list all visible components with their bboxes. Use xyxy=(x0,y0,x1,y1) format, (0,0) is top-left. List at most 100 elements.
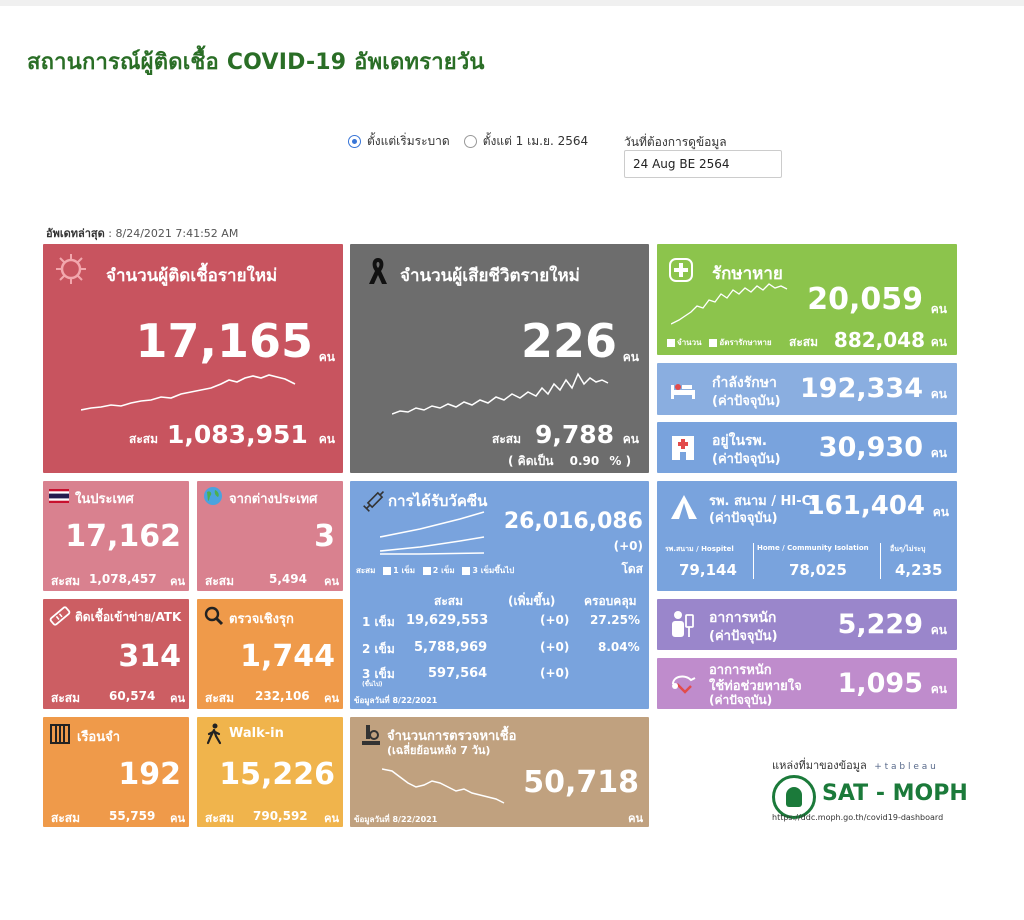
in-hospital-value: 30,930 xyxy=(818,432,923,463)
prison-title: เรือนจำ xyxy=(77,730,121,745)
dose-total: 5,788,969 xyxy=(414,640,488,655)
vaccine-as-of: ข้อมูลวันที่ 8/22/2021 xyxy=(354,696,438,705)
recovered-trend-chart xyxy=(671,280,791,326)
atk-value: 314 xyxy=(118,639,181,674)
divider xyxy=(753,543,754,579)
radio-since-april[interactable]: ตั้งแต่ 1 เม.ย. 2564 xyxy=(463,132,588,151)
tableau-logo: + t a b l e a u xyxy=(874,762,936,772)
dose-coverage: 27.25% xyxy=(590,613,640,627)
walkin-card[interactable]: Walk-in 15,226 สะสม 790,592 คน xyxy=(197,717,343,827)
date-label: วันที่ต้องการดูข้อมูล xyxy=(624,135,727,149)
recovered-cumulative: 882,048 xyxy=(833,328,925,352)
legend-dose2: 2 เข็ม xyxy=(432,566,455,575)
cumulative-label: สะสม xyxy=(129,432,159,446)
severe-subtitle: (ค่าปัจจุบัน) xyxy=(709,629,778,644)
domestic-card[interactable]: ในประเทศ 17,162 สะสม 1,078,457 คน xyxy=(43,481,189,591)
new-cases-card[interactable]: จำนวนผู้ติดเชื้อรายใหม่ 17,165 คน สะสม 1… xyxy=(43,244,343,473)
unit-label: คน xyxy=(324,812,339,825)
globe-icon xyxy=(203,486,223,506)
radio-unselected-icon[interactable] xyxy=(463,135,477,148)
unit-label: คน xyxy=(628,812,643,825)
treating-card[interactable]: กำลังรักษา (ค่าปัจจุบัน) 192,334 คน xyxy=(657,363,957,415)
prison-bars-icon xyxy=(50,724,70,744)
tent-icon xyxy=(669,493,699,521)
last-updated: อัพเดทล่าสุด : 8/24/2021 7:41:52 AM xyxy=(46,224,238,242)
data-source-label: แหล่งที่มาของข้อมูล xyxy=(772,759,867,772)
hospital-bed-icon xyxy=(669,375,697,403)
cumulative-label: สะสม xyxy=(789,335,819,349)
new-cases-title: จำนวนผู้ติดเชื้อรายใหม่ xyxy=(106,266,278,286)
vaccine-legend: สะสม 1 เข็ม 2 เข็ม 3 เข็มขึ้นไป xyxy=(356,564,514,577)
dose-label: 3 เข็ม xyxy=(362,667,395,681)
recovered-card[interactable]: รักษาหาย 20,059 คน จำนวน อัตรารักษาหาย ส… xyxy=(657,244,957,355)
vaccine-header-coverage: ครอบคลุม xyxy=(584,594,637,608)
radio-selected-icon[interactable] xyxy=(348,135,361,148)
radio-since-outbreak[interactable]: ตั้งแต่เริ่มระบาด xyxy=(348,132,450,151)
field-hospital-subtitle: (ค่าปัจจุบัน) xyxy=(709,511,778,526)
unit-label: คน xyxy=(170,812,185,825)
legend-swatch xyxy=(383,566,392,575)
vaccine-header-total: สะสม xyxy=(434,594,464,608)
new-deaths-value: 226 xyxy=(520,314,617,368)
vaccine-header-delta: (เพิ่มขึ้น) xyxy=(508,594,556,608)
dose-total: 597,564 xyxy=(428,666,488,681)
data-source: แหล่งที่มาของข้อมูล + t a b l e a u xyxy=(772,756,936,774)
recovered-unit: คน xyxy=(930,302,947,316)
prison-card[interactable]: เรือนจำ 192 สะสม 55,759 คน xyxy=(43,717,189,827)
domestic-value: 17,162 xyxy=(65,519,181,554)
thai-flag-icon xyxy=(49,489,69,503)
severe-title: อาการหนัก xyxy=(709,610,777,626)
dose-label: 2 เข็ม xyxy=(362,642,395,656)
ventilator-card[interactable]: อาการหนัก ใช้ท่อช่วยหายใจ (ค่าปัจจุบัน) … xyxy=(657,658,957,709)
vaccine-unit: โดส xyxy=(621,562,643,576)
top-bar xyxy=(0,0,1024,6)
legend-swatch xyxy=(709,338,718,347)
tests-trend-chart xyxy=(382,765,512,805)
new-deaths-card[interactable]: จำนวนผู้เสียชีวิตรายใหม่ 226 คน สะสม 9,7… xyxy=(350,244,649,473)
imported-title: จากต่างประเทศ xyxy=(229,492,318,507)
field-hospital-card[interactable]: รพ. สนาม / HI-CI (ค่าปัจจุบัน) 161,404 ค… xyxy=(657,481,957,591)
dose-delta: (+0) xyxy=(540,613,570,627)
imported-card[interactable]: จากต่างประเทศ 3 สะสม 5,494 คน xyxy=(197,481,343,591)
sat-moph-brand: SAT - MOPH xyxy=(822,781,968,806)
field-hospital-value: 161,404 xyxy=(806,491,925,521)
atk-cumulative: 60,574 xyxy=(109,689,156,703)
cumulative-label: สะสม xyxy=(205,811,235,825)
legend-prefix: สะสม xyxy=(356,566,376,575)
field-breakdown-label: รพ.สนาม / Hospitel xyxy=(665,545,734,553)
date-input[interactable]: 24 Aug BE 2564 xyxy=(624,150,782,178)
patient-icon xyxy=(669,609,695,639)
cumulative-label: สะสม xyxy=(51,691,81,705)
treating-value: 192,334 xyxy=(800,373,923,404)
dose-coverage: 8.04% xyxy=(598,640,640,654)
range-filter[interactable]: ตั้งแต่เริ่มระบาด ตั้งแต่ 1 เม.ย. 2564 xyxy=(348,132,588,151)
vaccine-trend-chart xyxy=(380,511,488,555)
death-rate-unit: % ) xyxy=(609,454,632,468)
new-cases-unit: คน xyxy=(318,350,335,364)
ventilator-value: 1,095 xyxy=(837,668,923,699)
ventilator-title: อาการหนัก xyxy=(709,663,772,678)
new-cases-trend-chart xyxy=(81,370,301,414)
atk-card[interactable]: ติดเชื้อเข้าข่าย/ATK 314 สะสม 60,574 คน xyxy=(43,599,189,709)
new-deaths-cumulative: 9,788 xyxy=(535,420,615,449)
ribbon-icon xyxy=(366,256,390,286)
source-url[interactable]: https://ddc.moph.go.th/covid19-dashboard xyxy=(772,813,944,822)
unit-label: คน xyxy=(318,432,335,446)
walkin-title: Walk-in xyxy=(229,726,284,741)
proactive-card[interactable]: ตรวจเชิงรุก 1,744 สะสม 232,106 คน xyxy=(197,599,343,709)
unit-label: คน xyxy=(170,692,185,705)
severe-card[interactable]: อาการหนัก (ค่าปัจจุบัน) 5,229 คน xyxy=(657,599,957,650)
legend-swatch xyxy=(667,338,675,347)
last-updated-label: อัพเดทล่าสุด xyxy=(46,227,105,240)
cumulative-label: สะสม xyxy=(205,574,235,588)
tests-card[interactable]: จำนวนการตรวจหาเชื้อ (เฉลี่ยย้อนหลัง 7 วั… xyxy=(350,717,649,827)
legend-count-label: จำนวน xyxy=(677,338,702,347)
vaccine-card[interactable]: การได้รับวัคซีน 26,016,086 (+0) โดส สะสม… xyxy=(350,481,649,709)
in-hospital-card[interactable]: อยู่ในรพ. (ค่าปัจจุบัน) 30,930 คน xyxy=(657,422,957,473)
unit-label: คน xyxy=(622,432,639,446)
last-updated-value: : 8/24/2021 7:41:52 AM xyxy=(108,227,239,240)
severe-value: 5,229 xyxy=(837,609,923,640)
medical-cross-icon xyxy=(669,258,693,282)
legend-dose3: 3 เข็มขึ้นไป xyxy=(472,566,515,575)
ventilator-subtitle: (ค่าปัจจุบัน) xyxy=(709,693,773,707)
